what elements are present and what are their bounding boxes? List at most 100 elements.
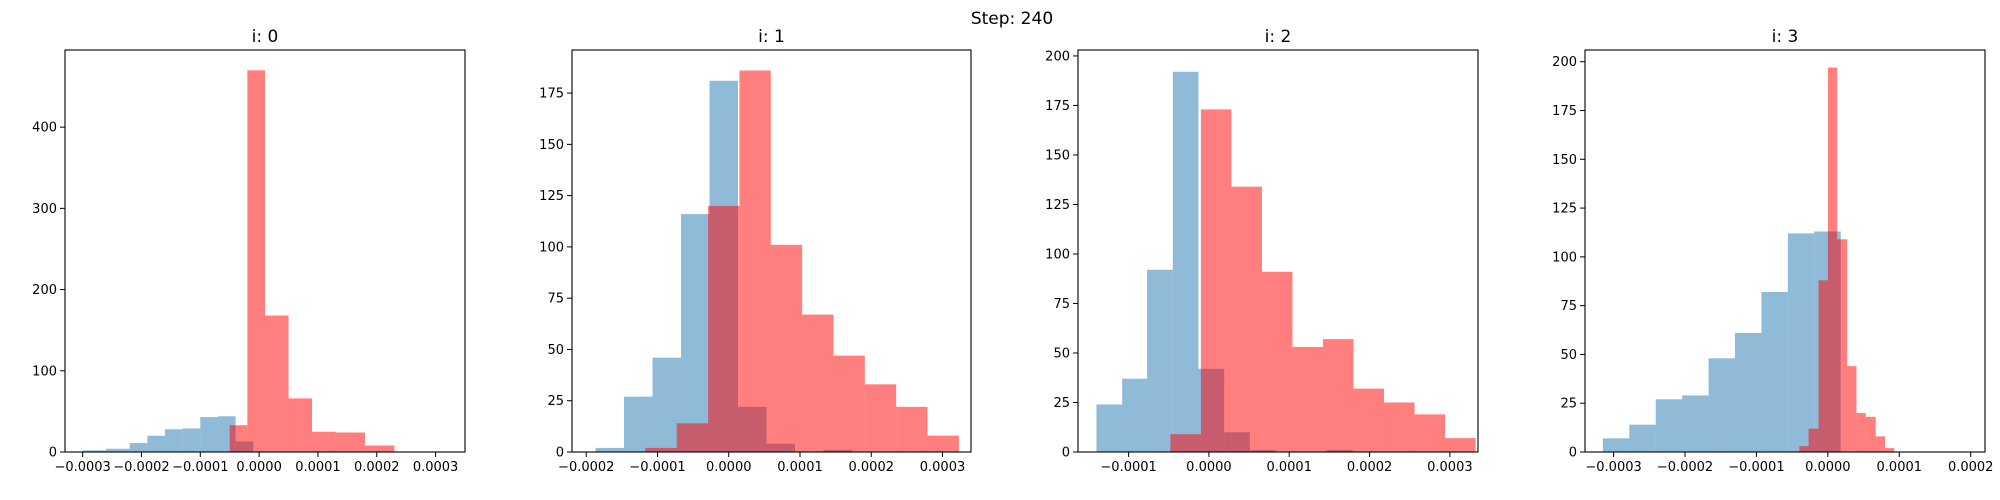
y-tick-label: 175: [1552, 104, 1577, 119]
bars-group: [1602, 67, 1895, 452]
histogram-panel-2: i: 2 −0.0001 0.0000 0.0001 0.0002 0.0003 0 25 50…: [1045, 27, 1479, 475]
axes-frame: [1584, 49, 1986, 453]
histogram-bar: [1837, 239, 1848, 452]
y-tick-label: 75: [1053, 297, 1070, 312]
histogram-bar: [1856, 412, 1866, 452]
bars-group: [1096, 71, 1476, 452]
histogram-bar: [708, 205, 740, 452]
x-tick-label: −0.0001: [1100, 460, 1156, 475]
histogram-bar: [652, 357, 682, 452]
histogram-bar: [1147, 269, 1173, 452]
axes-frame: [1077, 49, 1479, 453]
x-tick-label: −0.0002: [1657, 460, 1713, 475]
histogram-bar: [1172, 71, 1199, 452]
histogram-bar: [595, 447, 625, 452]
histogram-bar: [1261, 271, 1293, 452]
histogram-bar: [265, 315, 289, 452]
figure-suptitle: Step: 240: [971, 9, 1053, 29]
x-tick-label: −0.0002: [113, 460, 169, 475]
histogram-bar: [833, 355, 865, 452]
histogram-bar: [106, 448, 130, 452]
histogram-bar: [288, 398, 313, 452]
x-tick-label: −0.0003: [1585, 460, 1641, 475]
histogram-bar: [1629, 424, 1656, 452]
histogram-bar: [802, 314, 834, 452]
histogram-bar: [1808, 428, 1819, 452]
x-tick-label: −0.0002: [558, 460, 614, 475]
histogram-bar: [147, 435, 165, 452]
histogram-bar: [1445, 438, 1476, 452]
histogram-bar: [312, 431, 336, 452]
bars-group: [82, 70, 395, 452]
histogram-bar: [645, 447, 677, 452]
axes-frame: [571, 49, 972, 453]
y-tick-label: 200: [1045, 49, 1070, 64]
histogram-bar: [896, 406, 928, 452]
x-tick-label: 0.0002: [1948, 460, 1994, 475]
histogram-bar: [1353, 388, 1385, 452]
x-tick-label: 0.0003: [1427, 460, 1473, 475]
y-tick-label: 125: [1552, 202, 1577, 217]
x-tick-label: −0.0003: [54, 460, 110, 475]
histogram-bar: [1787, 233, 1815, 452]
y-tick-label: 150: [539, 138, 564, 153]
x-tick-label: 0.0000: [706, 460, 752, 475]
y-tick-label: 175: [1045, 99, 1070, 114]
histogram-bar: [1231, 186, 1262, 452]
x-tick-label: 0.0003: [413, 460, 459, 475]
y-tick-label: 75: [547, 292, 564, 307]
histogram-bar: [1170, 434, 1201, 452]
histogram-bar: [365, 445, 395, 452]
histogram-bar: [1200, 109, 1232, 452]
histogram-bar: [1682, 395, 1709, 452]
y-tick-label: 0: [556, 446, 564, 461]
x-tick-label: 0.0000: [1186, 460, 1232, 475]
y-tick-label: 200: [32, 283, 57, 298]
histogram-bar: [1322, 339, 1354, 452]
histogram-bar: [1414, 414, 1446, 452]
y-tick-label: 25: [1053, 396, 1070, 411]
histogram-bar: [681, 214, 710, 452]
y-tick-label: 150: [1045, 148, 1070, 163]
histogram-bar: [1847, 366, 1857, 452]
histogram-bar: [1761, 291, 1788, 452]
y-tick-label: 100: [539, 240, 564, 255]
histogram-bar: [1827, 67, 1838, 452]
y-tick-label: 175: [539, 87, 564, 102]
y-tick-label: 50: [1053, 346, 1070, 361]
histogram-bar: [247, 70, 265, 452]
x-tick-label: 0.0002: [354, 460, 400, 475]
histogram-bar: [200, 417, 218, 452]
histogram-bar: [182, 428, 201, 452]
y-tick-label: 100: [32, 364, 57, 379]
histogram-panel-1: i: 1 −0.0002 −0.0001 0.0000 0.0001 0.0002 0.00…: [539, 27, 972, 475]
histogram-bar: [229, 425, 248, 452]
x-tick-label: 0.0001: [295, 460, 341, 475]
histogram-bar: [335, 432, 365, 452]
x-tick-label: −0.0001: [1728, 460, 1784, 475]
histogram-bar: [1865, 416, 1876, 452]
histogram-bar: [1885, 448, 1895, 452]
histogram-bar: [1122, 378, 1148, 452]
x-tick-label: −0.0001: [172, 460, 228, 475]
y-tick-label: 100: [1045, 247, 1070, 262]
y-tick-label: 200: [1552, 55, 1577, 70]
histogram-bar: [1655, 399, 1683, 452]
histogram-bar: [165, 429, 183, 452]
y-tick-label: 50: [1560, 348, 1577, 363]
histogram-bar: [739, 70, 771, 452]
histogram-bar: [1818, 280, 1828, 452]
x-tick-label: 0.0000: [236, 460, 282, 475]
histogram-bar: [1875, 436, 1885, 452]
panel-title: i: 0: [252, 27, 279, 47]
histogram-bar: [770, 244, 803, 452]
histogram-bar: [1096, 404, 1123, 452]
histogram-bar: [676, 423, 709, 452]
histogram-bar: [927, 435, 959, 452]
histogram-bar: [129, 443, 148, 452]
y-tick-label: 0: [49, 446, 57, 461]
histogram-bar: [82, 450, 107, 452]
panels: i: 0−0.0003 −0.0002 −0.0001 0.0000 0.0001 0.0…: [32, 27, 1993, 475]
y-tick-label: 125: [1045, 198, 1070, 213]
panel-title: i: 3: [1772, 27, 1799, 47]
